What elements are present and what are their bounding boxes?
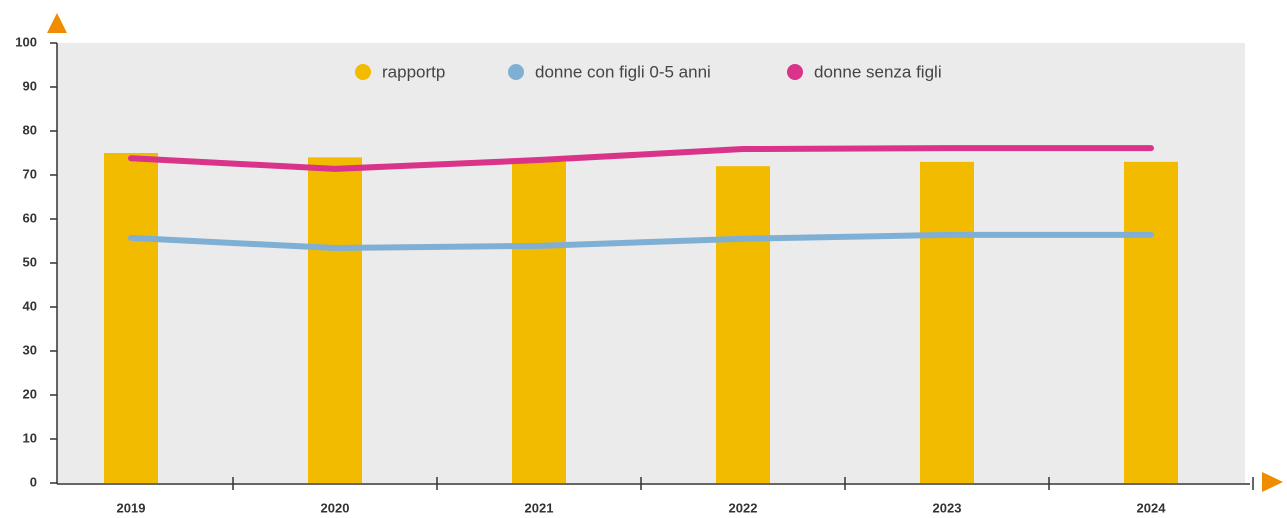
y-tick-label: 30	[23, 342, 37, 357]
y-tick-label: 50	[23, 254, 37, 269]
bar	[308, 157, 362, 483]
y-tick-label: 70	[23, 166, 37, 181]
y-arrow	[47, 13, 67, 33]
legend-label: rapportp	[382, 62, 445, 81]
bar	[920, 161, 974, 484]
x-tick-label: 2024	[1137, 500, 1167, 515]
line	[128, 231, 1154, 252]
bar	[1124, 161, 1178, 484]
x-tick-label: 2019	[117, 500, 146, 515]
x-arrow	[1262, 472, 1283, 492]
bar	[512, 161, 566, 484]
y-tick-label: 90	[23, 78, 37, 93]
legend-label: donne con figli 0-5 anni	[535, 62, 711, 81]
y-tick-label: 40	[23, 298, 37, 313]
bar	[104, 153, 158, 483]
legend-swatch	[787, 64, 803, 80]
y-tick-label: 60	[23, 210, 37, 225]
line	[128, 145, 1154, 172]
marks	[104, 145, 1178, 484]
x-tick-label: 2020	[321, 500, 350, 515]
y-tick-label: 20	[23, 386, 37, 401]
bar	[716, 166, 770, 483]
legend-label: donne senza figli	[814, 62, 942, 81]
x-tick-label: 2023	[933, 500, 962, 515]
plot-area	[57, 43, 1245, 483]
x-tick-label: 2022	[729, 500, 758, 515]
legend-swatch	[508, 64, 524, 80]
y-tick-label: 100	[15, 34, 37, 49]
x-tick-label: 2021	[525, 500, 554, 515]
y-tick-label: 80	[23, 122, 37, 137]
y-tick-label: 10	[23, 430, 37, 445]
legend-swatch	[355, 64, 371, 80]
y-tick-label: 0	[30, 474, 37, 489]
